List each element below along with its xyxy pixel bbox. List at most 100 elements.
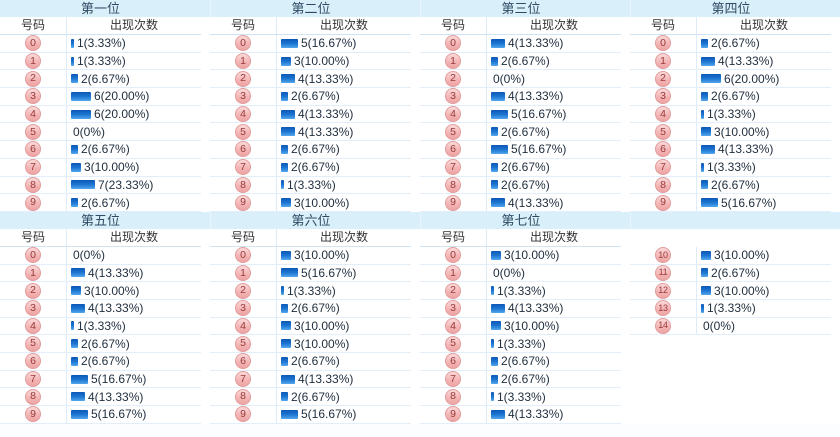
table-row: 4 1(3.33%) (630, 105, 831, 124)
frequency-label: 2(6.67%) (291, 142, 340, 157)
table-row: 13 1(3.33%) (630, 299, 831, 318)
frequency-label: 1(3.33%) (707, 107, 756, 122)
number-cell: 8 (0, 388, 67, 406)
number-cell: 5 (210, 123, 277, 141)
frequency-label: 4(13.33%) (718, 142, 774, 157)
table-row: 2 0(0%) (420, 70, 621, 89)
frequency-label: 2(6.67%) (81, 354, 130, 369)
table-row: 0 3(10.00%) (420, 246, 621, 265)
frequency-bar (71, 303, 85, 313)
frequency-bar (281, 286, 284, 296)
number-cell: 7 (420, 370, 487, 388)
frequency-bar (491, 250, 501, 260)
number-badge: 4 (445, 106, 461, 123)
table-row: 14 0(0%) (630, 317, 831, 336)
count-cell: 3(10.00%) (67, 159, 201, 176)
frequency-bar (701, 74, 721, 84)
number-cell: 2 (630, 70, 697, 88)
table-row: 6 4(13.33%) (630, 141, 831, 159)
number-column-header: 号码 (210, 228, 277, 246)
number-cell: 4 (630, 105, 697, 123)
number-badge: 9 (445, 194, 461, 211)
frequency-label: 5(16.67%) (511, 107, 567, 122)
frequency-bar (281, 144, 288, 154)
table-row: 6 2(6.67%) (420, 353, 621, 371)
table-row: 6 2(6.67%) (210, 141, 411, 159)
count-cell: 1(3.33%) (697, 159, 831, 176)
number-cell: 0 (420, 35, 487, 52)
frequency-bar (701, 109, 704, 119)
frequency-label: 2(6.67%) (81, 142, 130, 157)
count-cell: 4(13.33%) (67, 300, 201, 317)
count-cell: 1(3.33%) (277, 177, 411, 194)
frequency-table: 10 3(10.00%) 11 2(6.67%) 12 3(10.00%) 13 1(3.33… (630, 229, 831, 424)
frequency-bar (71, 392, 85, 402)
frequency-bar (71, 356, 78, 366)
count-cell: 2(6.67%) (277, 353, 411, 370)
frequency-label: 3(10.00%) (294, 318, 350, 333)
frequency-bar (71, 74, 78, 84)
count-cell: 4(13.33%) (487, 35, 621, 52)
number-cell: 8 (0, 176, 67, 194)
number-cell: 4 (0, 317, 67, 335)
frequency-label: 5(16.67%) (301, 407, 357, 422)
table-row: 0 3(10.00%) (210, 246, 411, 265)
count-cell: 5(16.67%) (277, 406, 411, 423)
table-row: 7 3(10.00%) (0, 158, 201, 177)
number-badge: 0 (445, 35, 461, 52)
frequency-label: 4(13.33%) (298, 124, 354, 139)
frequency-table: 号码 出现次数 0 4(13.33%) 1 2(6.67%) 2 0(0%) 3 4(13.33%… (420, 17, 621, 212)
number-cell: 0 (210, 246, 277, 264)
frequency-label: 5(16.67%) (301, 265, 357, 280)
table-row: 2 3(10.00%) (0, 282, 201, 300)
table-row: 8 1(3.33%) (210, 176, 411, 195)
column-title: 第二位 (210, 0, 411, 17)
table-row: 8 7(23.33%) (0, 176, 201, 195)
frequency-label: 1(3.33%) (707, 160, 756, 175)
number-cell: 0 (0, 35, 67, 52)
count-cell: 5(16.67%) (277, 35, 411, 52)
table-row: 5 0(0%) (0, 123, 201, 142)
number-cell: 8 (420, 176, 487, 194)
table-header-row: 号码 出现次数 (210, 17, 411, 35)
number-badge: 6 (235, 141, 251, 158)
number-badge: 2 (235, 70, 251, 87)
table-row: 8 4(13.33%) (0, 388, 201, 407)
count-column-header: 出现次数 (529, 18, 578, 32)
count-cell: 3(10.00%) (697, 123, 831, 140)
count-cell: 5(16.67%) (487, 141, 621, 158)
frequency-bar (71, 91, 91, 101)
table-row: 3 2(6.67%) (210, 88, 411, 106)
number-badge: 8 (445, 388, 461, 405)
frequency-label: 2(6.67%) (711, 89, 760, 104)
count-cell: 5(16.67%) (697, 194, 831, 211)
frequency-label: 3(10.00%) (294, 336, 350, 351)
count-cell: 2(6.67%) (277, 388, 411, 405)
frequency-label: 6(20.00%) (94, 89, 150, 104)
tables-row: 号码 出现次数 0 1(3.33%) 1 1(3.33%) 2 2(6.67%) 3 6(20.0… (0, 17, 840, 212)
frequency-bar (281, 38, 298, 48)
stats-section-1: 第一位 第二位 第三位 第四位 号码 出现次数 0 1(3.33%) 1 1(3.33%) 2 2(6… (0, 0, 840, 212)
table-row: 6 2(6.67%) (0, 141, 201, 159)
frequency-bar (701, 250, 711, 260)
number-column-header: 号码 (630, 17, 697, 34)
table-row: 2 2(6.67%) (0, 70, 201, 89)
number-cell: 9 (630, 194, 697, 211)
number-cell: 8 (420, 388, 487, 406)
frequency-label: 7(23.33%) (98, 177, 154, 192)
frequency-label: 5(16.67%) (301, 36, 357, 51)
number-badge: 2 (25, 282, 41, 299)
number-badge: 1 (445, 53, 461, 70)
count-cell: 2(6.67%) (487, 53, 621, 70)
number-badge: 4 (235, 317, 251, 334)
frequency-bar (701, 198, 718, 208)
count-cell: 0(0%) (67, 123, 201, 140)
count-column-header: 出现次数 (109, 18, 158, 32)
frequency-bar (281, 392, 288, 402)
count-cell: 3(10.00%) (487, 247, 621, 264)
number-cell: 7 (210, 158, 277, 176)
frequency-label: 2(6.67%) (291, 389, 340, 404)
number-cell: 1 (420, 52, 487, 70)
frequency-bar (491, 356, 498, 366)
number-cell: 8 (210, 388, 277, 406)
